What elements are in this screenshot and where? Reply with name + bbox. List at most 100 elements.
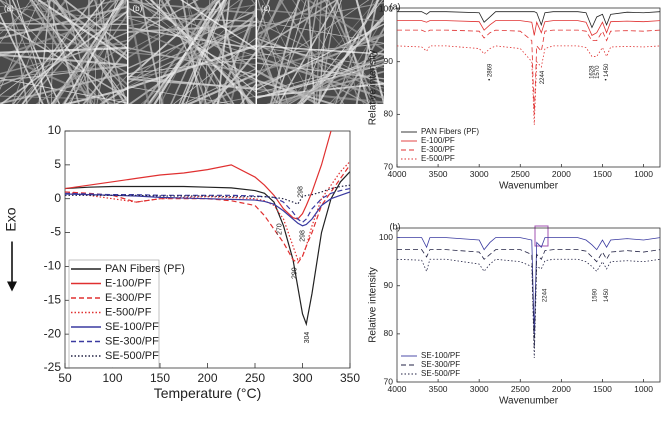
fiber [229,4,256,104]
fiber [147,0,226,104]
fiber [186,0,205,104]
x-tick-label: 200 [197,371,217,385]
fiber [181,0,202,104]
annotation: 304 [304,332,311,344]
fibers [257,0,384,104]
annotation: 1450 [604,288,610,302]
fiber [128,14,256,104]
fiber [128,47,256,76]
series-line [397,45,660,125]
fiber [257,0,270,36]
fiber [128,4,256,27]
annotation: 1570 [595,65,601,79]
fiber [0,0,40,91]
plot-lines [65,131,350,327]
legend-label: E-300/PF [105,292,152,304]
x-tick-label: 2000 [552,384,571,394]
y-tick-label: 70 [384,161,394,171]
y-axis-label: Exo [3,207,19,231]
fiber [257,0,329,36]
legend-label: SE-500/PF [421,369,460,378]
legend-label: SE-300/PF [421,360,460,369]
fiber [133,0,256,51]
fiber [128,16,256,23]
fiber [286,0,378,104]
sem-label: (c) [261,4,271,13]
fiber [327,0,378,104]
x-tick-label: 2500 [511,169,530,179]
fiber [239,83,256,104]
fiber [125,0,127,30]
fibers [128,0,256,104]
plot-frame [396,7,661,168]
x-tick-label: 1500 [593,169,612,179]
fiber [128,57,256,75]
fiber [257,20,384,44]
fiber [266,70,384,104]
y-tick-label: -15 [44,292,62,306]
x-tick-label: 3500 [429,169,448,179]
fiber [11,0,61,104]
fiber [128,25,256,87]
fiber [334,0,374,104]
y-tick-label: 100 [379,232,393,242]
y-axis-label: Relative intensity [368,267,379,343]
fiber [257,69,320,104]
fiber [128,52,256,66]
x-tick-label: 3000 [470,384,489,394]
fiber [62,87,127,104]
fiber [0,0,127,96]
fiber [140,1,256,104]
x-tick-label: 3500 [429,384,448,394]
y-tick-label: -10 [44,259,62,273]
panel-label: (b) [390,221,401,231]
y-tick-label: -5 [50,225,61,239]
fiber [128,26,256,82]
fiber [64,0,93,104]
arrow-head [7,281,17,292]
fiber [0,53,127,66]
fiber [355,0,384,104]
fiber [257,0,282,57]
fiber [128,1,256,15]
annotation: 1628 [590,65,596,79]
fiber [0,0,127,74]
fiber [257,44,282,104]
x-tick-label: 100 [102,371,122,385]
fiber [170,0,219,104]
fiber [21,0,106,104]
plot-lines [397,11,660,125]
fiber [299,0,384,104]
fiber [128,0,220,59]
fiber [11,0,52,104]
legend-label: PAN Fibers (PF) [105,263,185,275]
sem-label: (a) [4,4,14,13]
fiber [0,31,127,87]
series-line [65,171,350,327]
fiber [257,87,384,104]
fiber [251,0,256,6]
y-axis-label: Relative intensity [368,50,379,126]
fiber [63,0,127,50]
fiber [100,0,116,104]
fiber [21,0,93,104]
fiber [0,12,44,104]
fiber [99,86,127,104]
plot-frame [396,227,661,383]
fiber [257,21,384,86]
y-tick-label: -25 [44,360,62,374]
legend-label: E-500/PF [421,154,455,163]
fiber [128,0,222,52]
legend-label: E-100/PF [105,277,152,289]
fiber [140,0,163,104]
fiber [143,0,217,104]
fiber [278,54,384,104]
series-line [65,184,350,205]
fiber [296,17,384,104]
fiber [257,58,384,94]
fiber [212,95,256,104]
fibers [0,0,127,104]
annotation: 270 [277,223,284,235]
legend-frame [68,259,160,368]
annotation: 290 [292,267,299,279]
